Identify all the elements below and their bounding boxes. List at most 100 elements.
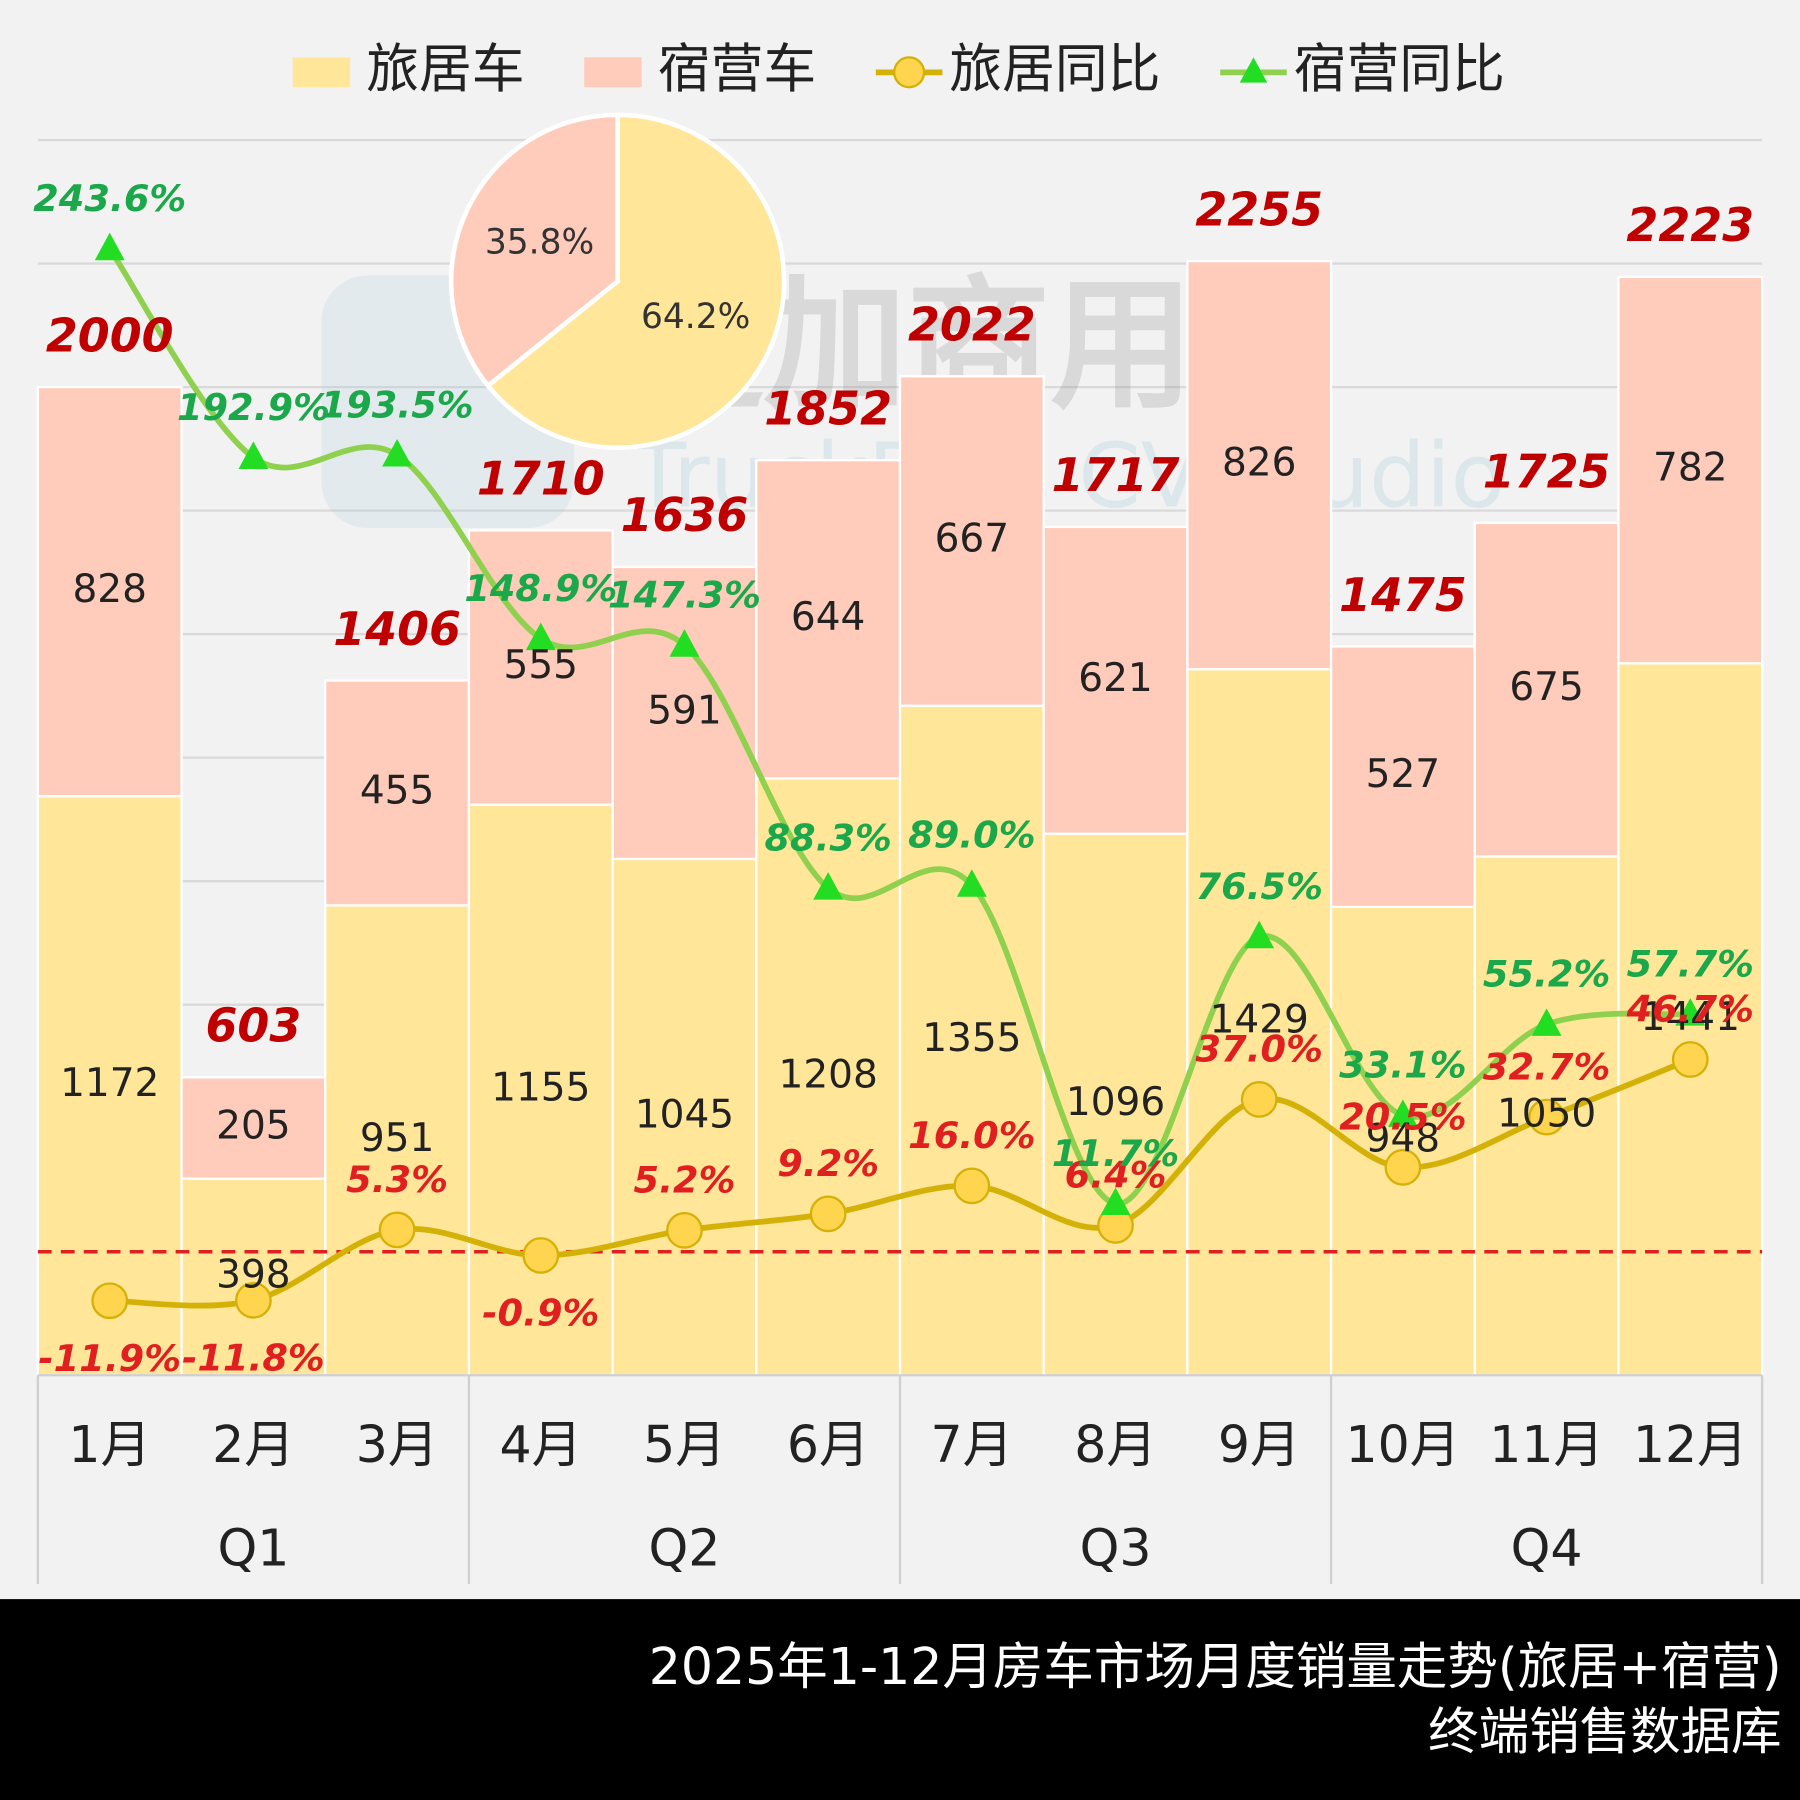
total-label: 1406 (333, 602, 461, 656)
bar-value-label: 948 (1366, 1117, 1440, 1162)
bar-value-label: 398 (216, 1252, 290, 1297)
marker (669, 629, 700, 657)
total-label: 2255 (1195, 182, 1323, 236)
bar (1186, 259, 1333, 671)
x-tick-label: 8月 (1074, 1415, 1157, 1474)
bar-value-label: 1355 (922, 1016, 1021, 1061)
marker (238, 441, 269, 469)
x-tick-label: 3月 (356, 1415, 439, 1474)
marker (666, 1211, 703, 1249)
x-tick-label: 4月 (499, 1415, 582, 1474)
line-value-label: 20.5% (1339, 1096, 1466, 1139)
bar-value-label: 951 (360, 1116, 434, 1161)
bar-value-label: 667 (935, 516, 1009, 561)
pie-slice (484, 112, 787, 450)
line-value-label: 9.2% (777, 1142, 879, 1185)
total-label: 603 (205, 999, 301, 1053)
line-value-label: -11.9% (38, 1337, 181, 1380)
group-label: Q1 (217, 1519, 289, 1578)
bar (467, 803, 614, 1377)
total-label: 1710 (477, 452, 605, 506)
bar-value-label: 455 (360, 768, 434, 813)
legend-swatch (584, 57, 642, 88)
total-label: 2022 (908, 298, 1036, 352)
group-label: Q2 (649, 1519, 721, 1578)
line-value-label: 5.3% (346, 1158, 448, 1201)
bar-value-label: 1096 (1066, 1080, 1165, 1125)
pie-label: 35.8% (485, 222, 594, 262)
marker (235, 1281, 272, 1319)
bar-value-label: 1429 (1210, 998, 1309, 1043)
line-value-label: 148.9% (464, 567, 617, 610)
x-tick-label: 12月 (1633, 1415, 1748, 1474)
line-value-label: 55.2% (1483, 953, 1610, 996)
total-label: 1725 (1483, 444, 1611, 498)
line-value-label: -0.9% (482, 1292, 599, 1335)
bar (1617, 275, 1764, 665)
legend-label: 旅居同比 (949, 39, 1160, 100)
bar (755, 459, 902, 780)
bar (898, 704, 1045, 1377)
x-tick-label: 7月 (931, 1415, 1014, 1474)
x-tick-label: 2月 (212, 1415, 295, 1474)
line-value-label: -11.8% (182, 1337, 325, 1380)
line (107, 247, 1691, 1207)
bar (1473, 521, 1620, 858)
bar (898, 375, 1045, 707)
line-value-label: 33.1% (1339, 1044, 1466, 1087)
total-label: 1636 (621, 488, 749, 542)
marker (91, 1282, 129, 1320)
marker (1528, 1098, 1565, 1136)
line-value-label: 89.0% (908, 814, 1035, 857)
marker (956, 869, 987, 897)
bar (324, 679, 471, 907)
x-tick-label: 11月 (1489, 1415, 1604, 1474)
x-tick-label: 10月 (1346, 1415, 1461, 1474)
legend-label: 宿营同比 (1294, 39, 1505, 100)
pie-label: 64.2% (641, 297, 750, 337)
legend-swatch (292, 57, 351, 88)
marker (813, 872, 844, 900)
marker (953, 1167, 991, 1205)
marker (1100, 1187, 1131, 1216)
chart-title: 2025年1-12月房车市场月度销量走势(旅居+宿营) (649, 1637, 1782, 1696)
bar-value-label: 205 (216, 1103, 290, 1148)
bar-value-label: 1050 (1497, 1091, 1596, 1136)
marker (1671, 1041, 1709, 1078)
bar-value-label: 675 (1509, 665, 1583, 710)
line-value-label: 57.7% (1627, 942, 1754, 985)
marker (382, 438, 413, 467)
marker (525, 622, 556, 651)
total-label: 1717 (1052, 448, 1180, 502)
bar-value-label: 828 (72, 567, 146, 612)
total-label: 2000 (46, 308, 174, 362)
line-value-label: 192.9% (177, 386, 330, 429)
bar (1329, 645, 1476, 909)
legend-label: 旅居车 (366, 39, 524, 100)
bar-value-label: 782 (1653, 446, 1727, 491)
marker (1387, 1099, 1418, 1127)
marker (1240, 1081, 1278, 1118)
bar-value-label: 1208 (779, 1052, 878, 1097)
x-tick-label: 5月 (643, 1415, 726, 1474)
group-label: Q4 (1511, 1519, 1583, 1578)
legend-label: 宿营车 (658, 39, 816, 100)
marker (1531, 1008, 1562, 1036)
line-value-label: 147.3% (608, 574, 761, 617)
line-value-label: 37.0% (1196, 1028, 1323, 1071)
legend-marker (1239, 57, 1268, 83)
chart-subtitle: 终端销售数据库 (1428, 1702, 1782, 1761)
bar-value-label: 826 (1222, 441, 1296, 486)
bar-value-label: 1441 (1641, 995, 1740, 1040)
line-value-label: 32.7% (1483, 1045, 1610, 1088)
x-tick-label: 9月 (1218, 1415, 1301, 1474)
line-value-label: 243.6% (33, 177, 186, 220)
legend-marker (893, 56, 926, 89)
bar-value-label: 644 (791, 595, 865, 640)
line-value-label: 88.3% (764, 816, 891, 859)
marker (809, 1195, 847, 1233)
bar-value-label: 1172 (60, 1061, 159, 1106)
x-tick-label: 1月 (68, 1415, 151, 1474)
bar (1042, 832, 1189, 1377)
